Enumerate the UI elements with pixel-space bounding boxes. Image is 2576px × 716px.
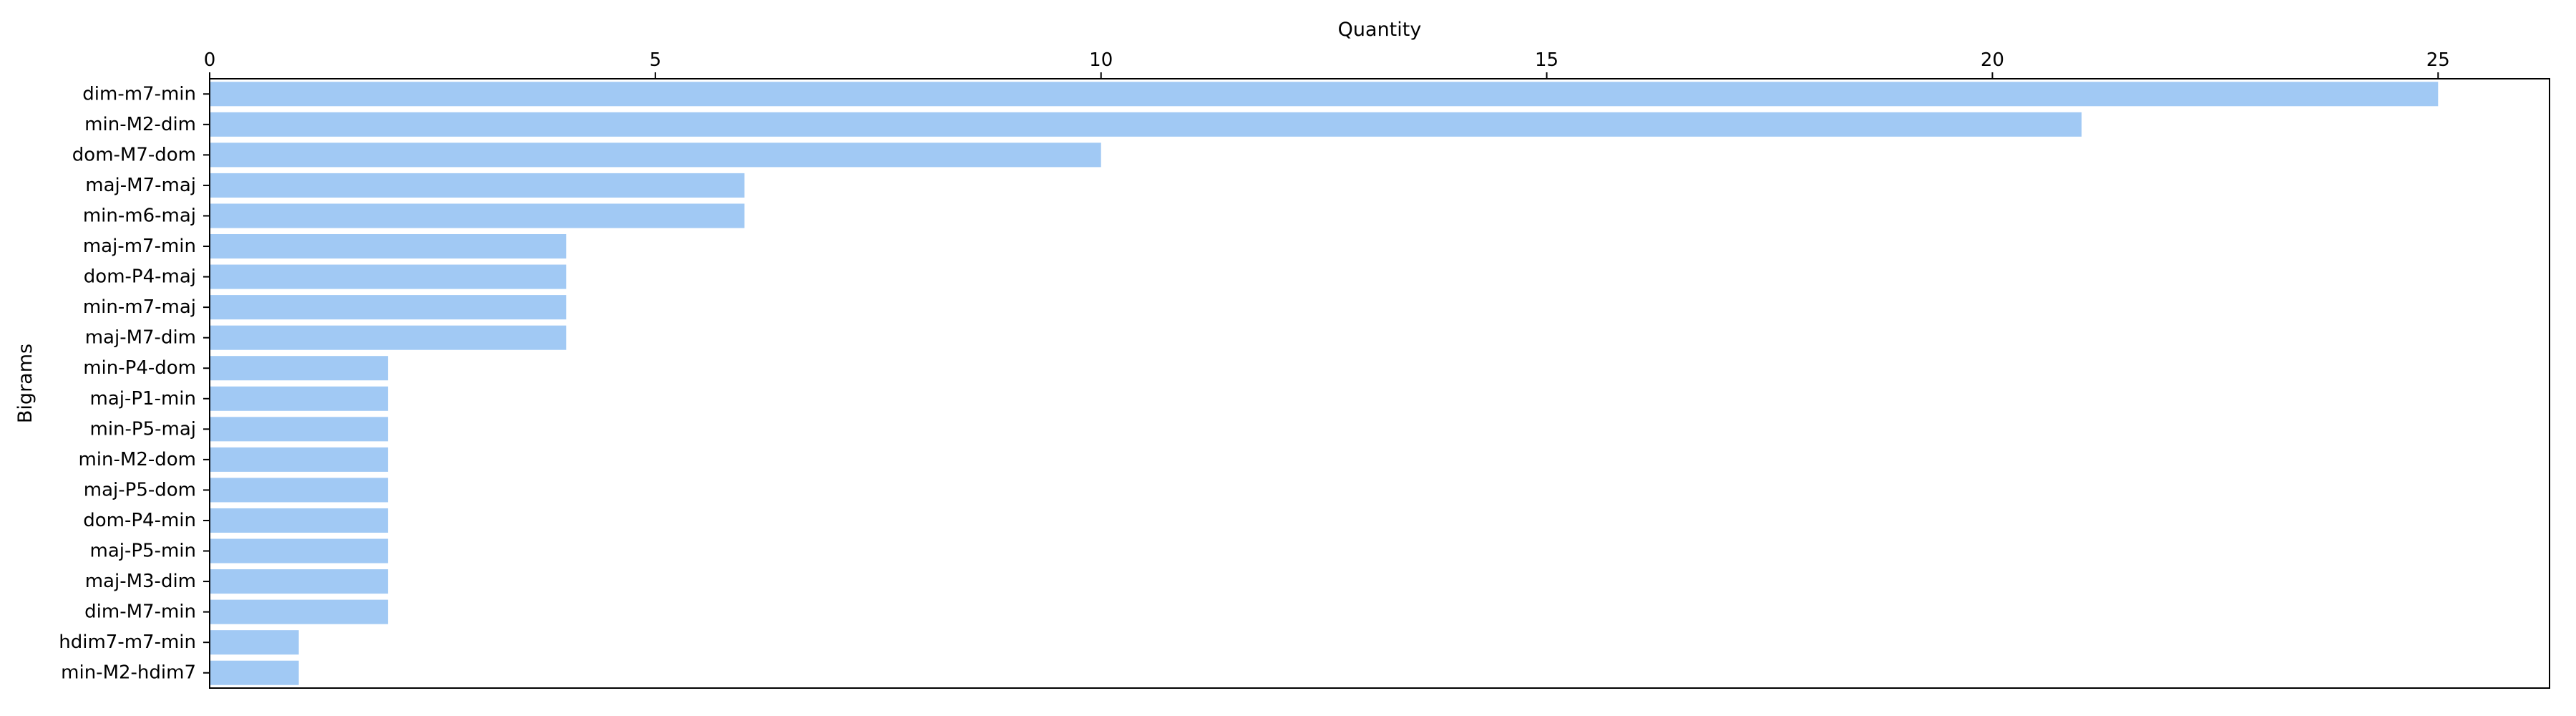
y-tick-label-maj-M7-maj: maj-M7-maj [85,175,196,196]
bar-dom-P4-min [210,508,389,533]
x-tick-label: 20 [1981,49,2004,71]
y-tick-label-maj-P5-dom: maj-P5-dom [84,479,196,500]
bars-layer [210,82,2439,685]
x-tick-label: 10 [1089,49,1113,71]
bar-dom-M7-dom [210,142,1101,168]
y-tick-label-min-M2-dom: min-M2-dom [78,449,196,470]
bar-min-m7-maj [210,295,567,320]
y-tick-label-maj-P5-min: maj-P5-min [90,541,197,562]
y-tick-label-min-m6-maj: min-m6-maj [83,205,196,226]
bar-maj-P5-dom [210,478,389,503]
bar-maj-P1-min [210,386,389,411]
y-tick-label-dom-P4-maj: dom-P4-maj [84,266,196,288]
bar-maj-M3-dim [210,569,389,594]
y-tick-label-maj-M3-dim: maj-M3-dim [85,571,196,592]
y-tick-label-min-m7-maj: min-m7-maj [83,296,196,318]
x-tick-label: 25 [2426,49,2450,71]
y-tick-label-min-P4-dom: min-P4-dom [83,357,196,379]
bar-min-P4-dom [210,356,389,381]
bar-min-M2-dim [210,112,2082,137]
x-tick-label: 5 [650,49,662,71]
x-tick-label: 15 [1535,49,1558,71]
y-axis-label: Bigrams [14,344,36,423]
y-tick-label-dom-P4-min: dom-P4-min [83,510,196,531]
y-tick-label-hdim7-m7-min: hdim7-m7-min [59,632,196,653]
bar-dom-P4-maj [210,264,567,289]
x-axis-ticks: 0 5 10 15 20 25 [204,49,2450,79]
bar-min-P5-maj [210,417,389,442]
x-axis-label: Quantity [1338,19,1422,41]
y-tick-label-maj-P1-min: maj-P1-min [90,388,197,410]
bar-min-M2-dom [210,447,389,472]
bar-min-M2-hdim7 [210,660,299,685]
bar-dim-M7-min [210,599,389,624]
y-axis-ticks: dim-m7-min min-M2-dim dom-M7-dom maj-M7-maj… [59,83,210,684]
x-tick-label: 0 [204,49,216,71]
y-tick-label-min-M2-hdim7: min-M2-hdim7 [61,662,196,684]
y-tick-label-dim-M7-min: dim-M7-min [84,601,196,623]
bar-dim-m7-min [210,82,2439,107]
y-tick-label-min-P5-maj: min-P5-maj [90,418,197,440]
bar-hdim7-m7-min [210,630,299,655]
bar-maj-P5-min [210,538,389,563]
bar-maj-m7-min [210,234,567,259]
y-tick-label-maj-M7-dim: maj-M7-dim [85,327,196,349]
y-tick-label-maj-m7-min: maj-m7-min [83,236,196,257]
bar-maj-M7-dim [210,325,567,350]
y-tick-label-min-M2-dim: min-M2-dim [84,114,196,135]
y-tick-label-dim-m7-min: dim-m7-min [82,83,196,105]
bar-maj-M7-maj [210,173,745,198]
bar-min-m6-maj [210,203,745,228]
y-tick-label-dom-M7-dom: dom-M7-dom [72,144,196,165]
plot-frame [209,78,2550,689]
